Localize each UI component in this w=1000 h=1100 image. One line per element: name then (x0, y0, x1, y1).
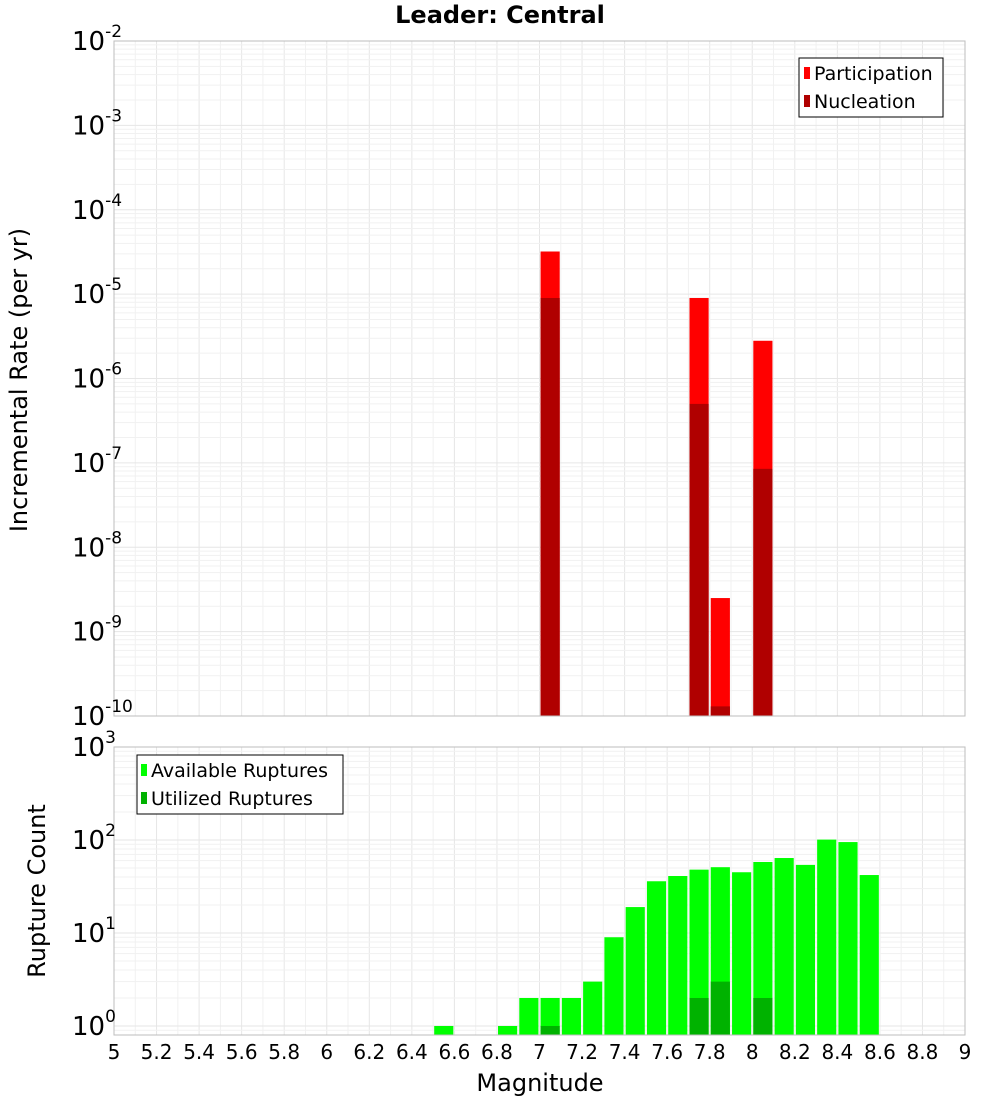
x-tick-label: 8.8 (907, 1040, 939, 1064)
x-tick-label: 8.2 (779, 1040, 811, 1064)
bar-utilized-ruptures (689, 997, 709, 1035)
x-tick-label: 5.2 (141, 1040, 173, 1064)
x-tick-label: 8 (746, 1040, 759, 1064)
legend-label-available: Available Ruptures (151, 760, 328, 782)
top-plot-bars (540, 251, 773, 716)
bar-available-ruptures (498, 1025, 518, 1035)
bar-available-ruptures (625, 907, 645, 1035)
bottom-plot-frame (113, 746, 966, 1036)
top-plot-y-ticks: 10-10 10-9 10-8 10-7 10-6 10-5 10-4 10-3 10-2 (72, 22, 133, 732)
x-tick-label: 6 (320, 1040, 333, 1064)
bottom-plot-bars (434, 839, 879, 1035)
top-y-tick-label: 10-3 (72, 106, 122, 141)
bar-nucleation (753, 468, 773, 716)
bar-utilized-ruptures (540, 1025, 560, 1035)
x-tick-label: 7.4 (609, 1040, 641, 1064)
x-tick-label: 8.6 (864, 1040, 896, 1064)
top-y-tick-label: 10-4 (72, 191, 122, 226)
bar-available-ruptures (646, 881, 667, 1035)
x-axis-label: Magnitude (476, 1069, 603, 1097)
top-y-axis-label: Incremental Rate (per yr) (5, 228, 33, 532)
bar-available-ruptures (774, 858, 794, 1035)
bar-available-ruptures (540, 997, 560, 1035)
bar-available-ruptures (668, 876, 688, 1035)
bottom-y-tick-label: 100 (72, 1007, 116, 1042)
chart-title: Leader: Central (395, 1, 605, 29)
legend-label-nucleation: Nucleation (814, 91, 916, 113)
bar-available-ruptures (795, 864, 816, 1035)
legend-swatch-utilized (141, 792, 147, 804)
x-tick-label: 5.4 (183, 1040, 215, 1064)
bar-available-ruptures (732, 872, 752, 1035)
bar-available-ruptures (583, 981, 603, 1035)
top-y-tick-label: 10-2 (72, 22, 122, 57)
legend-swatch-participation (804, 67, 810, 79)
bar-available-ruptures (604, 937, 624, 1035)
x-tick-label: 5.8 (268, 1040, 300, 1064)
x-tick-label: 7.8 (694, 1040, 726, 1064)
x-tick-label: 9 (959, 1040, 972, 1064)
top-y-tick-label: 10-5 (72, 275, 122, 310)
bar-utilized-ruptures (753, 997, 773, 1035)
bar-available-ruptures (561, 997, 581, 1035)
x-tick-label: 7 (533, 1040, 546, 1064)
legend-label-utilized: Utilized Ruptures (151, 788, 313, 810)
x-tick-label: 8.4 (821, 1040, 853, 1064)
bar-available-ruptures (838, 842, 858, 1035)
bottom-plot-x-ticks: 5 5.2 5.4 5.6 5.8 6 6.2 6.4 6.6 6.8 7 7.2 7.4 7.6 7.8 8… (108, 1040, 972, 1064)
x-tick-label: 6.8 (481, 1040, 513, 1064)
top-y-tick-label: 10-10 (72, 697, 133, 732)
x-tick-label: 7.2 (566, 1040, 598, 1064)
top-y-tick-label: 10-9 (72, 613, 122, 648)
top-plot-frame (113, 40, 966, 717)
legend-label-participation: Participation (814, 63, 933, 85)
bottom-legend-box (136, 754, 344, 815)
bottom-plot-y-ticks: 100 101 102 103 (72, 728, 116, 1042)
x-tick-label: 6.4 (396, 1040, 428, 1064)
bar-available-ruptures (753, 861, 773, 1035)
x-tick-label: 7.6 (651, 1040, 683, 1064)
x-tick-label: 6.6 (438, 1040, 470, 1064)
top-plot-grid (113, 41, 966, 717)
top-y-tick-label: 10-8 (72, 528, 122, 563)
bar-participation (710, 598, 730, 716)
bottom-y-tick-label: 101 (72, 914, 116, 949)
bar-nucleation (710, 706, 730, 716)
top-legend-box (798, 57, 944, 118)
top-legend: Participation Nucleation (798, 57, 944, 118)
bar-available-ruptures (434, 1025, 454, 1035)
legend-swatch-nucleation (804, 95, 810, 107)
top-y-tick-label: 10-6 (72, 360, 122, 395)
legend-swatch-available (141, 764, 147, 776)
top-y-tick-label: 10-7 (72, 444, 122, 479)
x-tick-label: 6.2 (353, 1040, 385, 1064)
bottom-y-tick-label: 103 (72, 728, 116, 763)
bar-nucleation (689, 403, 709, 716)
bar-available-ruptures (519, 997, 539, 1035)
x-tick-label: 5 (108, 1040, 121, 1064)
bar-nucleation (540, 297, 560, 716)
bottom-y-axis-label: Rupture Count (23, 804, 51, 978)
x-tick-label: 5.6 (226, 1040, 258, 1064)
bottom-legend: Available Ruptures Utilized Ruptures (136, 754, 344, 815)
bar-utilized-ruptures (710, 981, 730, 1035)
bar-available-ruptures (689, 869, 709, 1035)
bar-available-ruptures (817, 839, 837, 1035)
bar-available-ruptures (859, 875, 879, 1035)
bottom-y-tick-label: 102 (72, 821, 116, 856)
